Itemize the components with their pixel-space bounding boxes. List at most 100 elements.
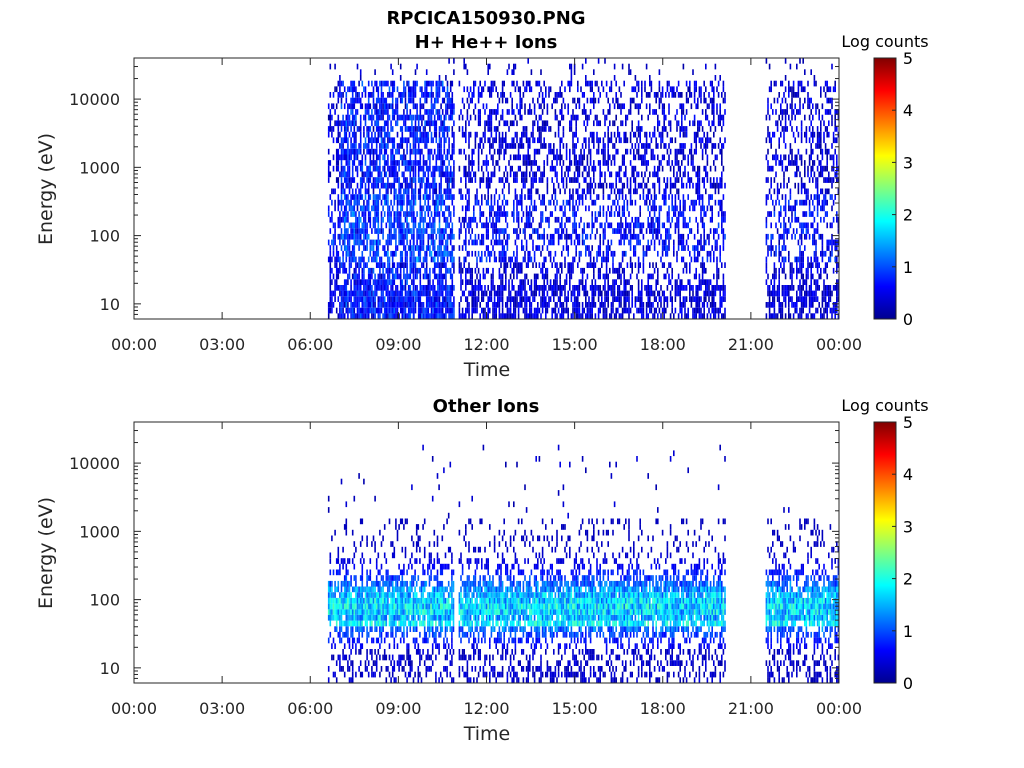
spectrogram-cell — [403, 273, 405, 280]
spectrogram-cell — [663, 296, 665, 302]
spectrogram-cell — [516, 199, 518, 206]
spectrogram-cell — [669, 222, 672, 229]
spectrogram-cell — [591, 165, 593, 172]
spectrogram-cell — [406, 109, 408, 115]
spectrogram-cell — [607, 165, 609, 172]
spectrogram-cell — [429, 250, 431, 257]
spectrogram-cell — [545, 267, 547, 274]
spectrogram-cell — [677, 165, 680, 172]
spectrogram-cell — [451, 154, 454, 161]
spectrogram-cell — [693, 245, 696, 251]
spectrogram-cell — [438, 250, 441, 257]
spectrogram-cell — [673, 239, 675, 246]
spectrogram-cell — [407, 313, 410, 319]
spectrogram-cell — [355, 131, 357, 138]
spectrogram-cell — [517, 143, 520, 149]
spectrogram-cell — [429, 188, 431, 195]
spectrogram-cell — [388, 273, 391, 280]
spectrogram-cell — [689, 148, 691, 155]
spectrogram-cell — [517, 148, 520, 155]
spectrogram-cell — [399, 307, 402, 314]
spectrogram-cell — [414, 114, 417, 121]
spectrogram-cell — [516, 233, 518, 240]
spectrogram-cell — [433, 262, 436, 268]
spectrogram-cell — [650, 302, 653, 308]
spectrogram-cell — [588, 188, 590, 195]
spectrogram-cell — [387, 296, 389, 302]
spectrogram-cell — [607, 285, 609, 291]
spectrogram-cell — [422, 92, 425, 98]
spectrogram-cell — [429, 182, 431, 189]
spectrogram-cell — [684, 222, 686, 229]
spectrogram-cell — [673, 165, 675, 172]
spectrogram-cell — [610, 182, 613, 189]
spectrogram-cell — [641, 313, 643, 319]
spectrogram-cell — [505, 137, 507, 144]
spectrogram-cell — [693, 137, 696, 144]
spectrogram-cell — [342, 165, 344, 172]
spectrogram-cell — [445, 114, 447, 121]
spectrogram-cell — [521, 97, 523, 104]
spectrogram-cell — [583, 285, 585, 291]
spectrogram-cell — [660, 256, 662, 263]
spectrogram-cell — [340, 143, 343, 149]
spectrogram-cell — [641, 222, 643, 229]
spectrogram-cell — [487, 199, 489, 206]
spectrogram-cell — [438, 307, 441, 314]
spectrogram-cell — [398, 165, 400, 172]
spectrogram-cell — [554, 290, 557, 297]
spectrogram-cell — [588, 245, 590, 251]
spectrogram-cell — [364, 103, 367, 110]
spectrogram-cell — [372, 250, 375, 257]
spectrogram-cell — [634, 199, 637, 206]
spectrogram-cell — [469, 216, 472, 223]
spectrogram-cell — [641, 86, 643, 93]
spectrogram-cell — [604, 285, 606, 291]
spectrogram-cell — [493, 109, 496, 115]
spectrogram-cell — [583, 148, 585, 155]
spectrogram-cell — [489, 143, 491, 149]
spectrogram-cell — [416, 126, 418, 132]
spectrogram-cell — [453, 58, 455, 64]
spectrogram-cell — [609, 245, 611, 251]
spectrogram-cell — [604, 233, 606, 240]
spectrogram-cell — [585, 290, 587, 297]
spectrogram-cell — [634, 262, 637, 268]
spectrogram-cell — [430, 250, 433, 257]
spectrogram-cell — [463, 222, 465, 229]
spectrogram-cell — [340, 126, 343, 132]
spectrogram-cell — [599, 233, 601, 240]
spectrogram-cell — [348, 177, 351, 183]
spectrogram-cell — [604, 256, 606, 263]
spectrogram-cell — [353, 239, 356, 246]
spectrogram-cell — [642, 143, 645, 149]
spectrogram-cell — [553, 239, 555, 246]
spectrogram-cell — [385, 160, 388, 166]
spectrogram-cell — [382, 103, 384, 110]
spectrogram-cell — [351, 177, 354, 183]
spectrogram-cell — [453, 256, 455, 263]
spectrogram-cell — [585, 58, 587, 64]
spectrogram-cell — [347, 239, 349, 246]
spectrogram-cell — [682, 216, 685, 223]
spectrogram-cell — [572, 97, 574, 104]
spectrogram-cell — [329, 171, 332, 178]
spectrogram-cell — [577, 302, 579, 308]
spectrogram-cell — [430, 131, 433, 138]
spectrogram-cell — [605, 256, 608, 263]
spectrogram-cell — [591, 307, 593, 314]
spectrogram-cell — [469, 97, 472, 104]
spectrogram-cell — [421, 302, 423, 308]
spectrogram-cell — [605, 290, 608, 297]
spectrogram-cell — [517, 222, 520, 229]
spectrogram-cell — [422, 256, 425, 263]
spectrogram-cell — [337, 313, 340, 319]
spectrogram-cell — [353, 256, 356, 263]
spectrogram-cell — [424, 228, 426, 234]
spectrogram-cell — [596, 256, 598, 263]
spectrogram-cell — [487, 233, 489, 240]
spectrogram-cell — [580, 267, 582, 274]
spectrogram-cell — [615, 182, 617, 189]
spectrogram-cell — [369, 290, 372, 297]
spectrogram-cell — [380, 86, 383, 93]
